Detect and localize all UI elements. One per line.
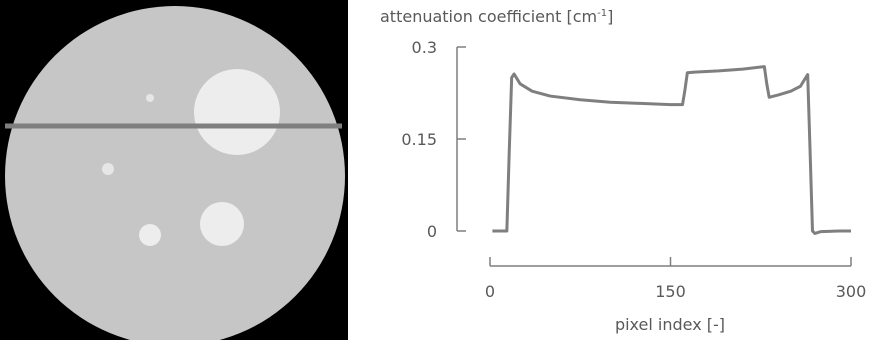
data-line <box>492 67 851 234</box>
x-tick-label: 150 <box>655 282 686 301</box>
ct-image <box>0 0 348 340</box>
page: {"chart_data": {"type": "line", "y_label… <box>0 0 878 344</box>
figure: attenuation coefficient [cm-1] pixel ind… <box>0 0 878 340</box>
x-tick-label: 300 <box>836 282 867 301</box>
y-tick-label: 0 <box>427 222 437 241</box>
x-tick-label: 0 <box>485 282 495 301</box>
x-axis-label: pixel index [-] <box>615 315 725 334</box>
y-axis-label: attenuation coefficient [cm-1] <box>380 7 613 26</box>
y-tick-label: 0.3 <box>412 38 437 57</box>
y-tick-label: 0.15 <box>401 130 437 149</box>
